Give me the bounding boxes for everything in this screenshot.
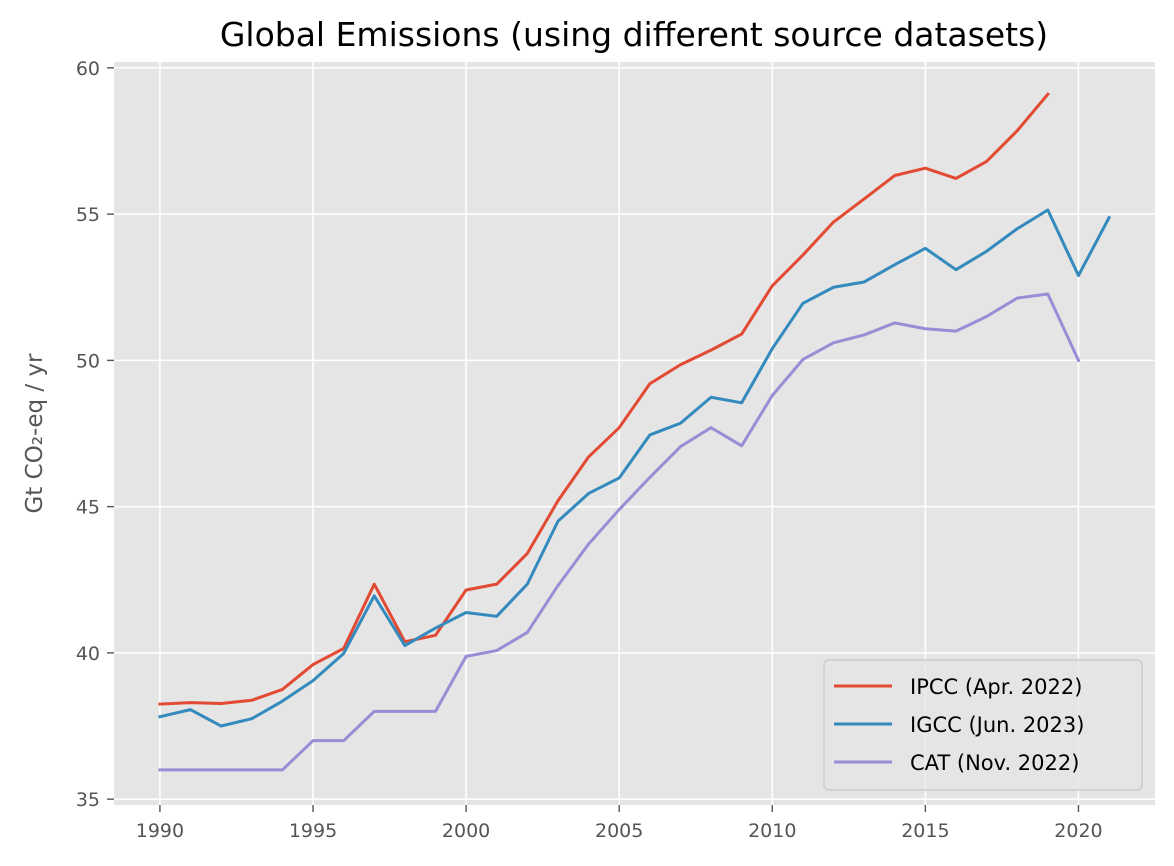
y-tick-label: 40 bbox=[76, 643, 100, 665]
legend-label-0: IPCC (Apr. 2022) bbox=[910, 675, 1082, 699]
y-axis-label: Gt CO₂-eq / yr bbox=[22, 353, 48, 514]
y-tick-label: 60 bbox=[76, 58, 100, 80]
x-tick-label: 2005 bbox=[595, 820, 643, 842]
series-line-2 bbox=[158, 292, 1081, 772]
y-tick-label: 45 bbox=[76, 497, 100, 519]
legend: IPCC (Apr. 2022) IGCC (Jun. 2023) CAT (Nov… bbox=[823, 659, 1143, 791]
series-line-0 bbox=[158, 92, 1050, 706]
legend-label-2: CAT (Nov. 2022) bbox=[910, 751, 1079, 775]
legend-label-1: IGCC (Jun. 2023) bbox=[910, 713, 1084, 737]
tick-labels: 1990 1995 2000 2005 2010 2015 2020 35 40 45 50 55 60 bbox=[76, 58, 1103, 842]
x-tick-label: 2015 bbox=[901, 820, 949, 842]
series-line-1 bbox=[158, 208, 1112, 728]
x-tick-label: 2010 bbox=[748, 820, 796, 842]
x-tick-label: 2020 bbox=[1054, 820, 1102, 842]
y-tick-label: 50 bbox=[76, 350, 100, 372]
y-tick-label: 55 bbox=[76, 204, 100, 226]
x-tick-label: 1995 bbox=[289, 820, 337, 842]
grid-lines bbox=[114, 62, 1155, 805]
chart-title: Global Emissions (using different source… bbox=[220, 15, 1048, 54]
x-tick-label: 1990 bbox=[136, 820, 184, 842]
legend-box bbox=[823, 659, 1143, 791]
series-lines bbox=[158, 92, 1112, 772]
y-tick-label: 35 bbox=[76, 789, 100, 811]
x-tick-label: 2000 bbox=[442, 820, 490, 842]
